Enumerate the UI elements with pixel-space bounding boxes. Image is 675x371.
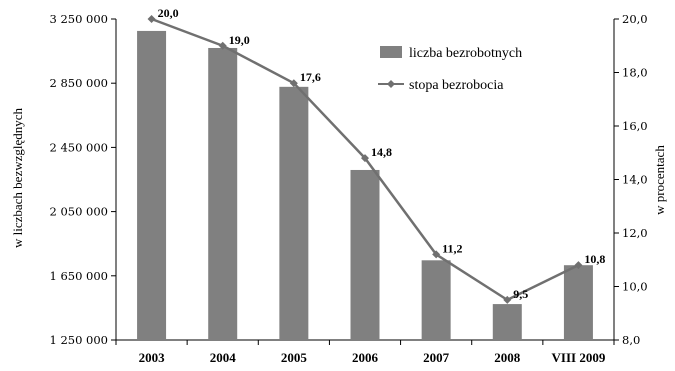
y2-tick-label: 14,0 [622,173,648,187]
line-point-marker [574,261,583,270]
bar [563,265,593,340]
y-axis-title: w liczbach bezwzględnych [10,107,25,248]
y-tick-label: 1 650 000 [49,269,108,283]
y2-tick-label: 16,0 [622,119,648,133]
bar [208,47,238,341]
x-tick-label: 2008 [494,350,521,365]
x-tick-label: 2005 [281,350,308,365]
axes: 1 250 000 1 650 000 2 050 000 2 450 000 2 85… [49,12,647,365]
line-data-label: 9,5 [513,287,528,301]
bar-series [137,30,593,341]
line-data-label: 11,2 [442,241,462,255]
y2-tick-label: 20,0 [622,12,648,26]
y2-tick-label: 8,0 [622,333,640,347]
line-data-label: 14,8 [371,145,392,159]
x-tick-label: 2007 [423,350,450,365]
line-point-marker [289,79,298,88]
bar [137,30,167,341]
line-point-marker [432,250,441,259]
bar [421,260,451,340]
y-tick-label: 2 850 000 [49,76,108,90]
bar [279,86,309,340]
x-tick-label: VIII 2009 [552,350,606,365]
line-data-label: 19,0 [229,33,250,47]
line-point-marker [147,15,156,23]
x-tick-label: 2003 [139,350,166,365]
y-tick-label: 1 250 000 [49,333,108,347]
line-data-label: 20,0 [158,6,179,20]
y2-tick-label: 12,0 [622,226,648,240]
data-labels: 20,0 19,0 17,6 14,8 11,2 9,5 10,8 [158,6,606,301]
line-point-marker [218,41,227,50]
legend-line-marker [387,80,395,88]
legend: liczba bezrobotnych stopa bezrobocia [378,46,522,93]
bar [492,304,522,340]
y-tick-label: 3 250 000 [49,12,108,26]
legend-bar-label: liczba bezrobotnych [409,46,522,61]
y-tick-label: 2 050 000 [49,205,108,219]
y2-axis-title: w procentach [652,145,667,215]
y2-tick-label: 18,0 [622,66,648,80]
bar [350,169,380,340]
line-point-marker [361,154,369,163]
line-series [147,15,583,304]
y2-tick-label: 10,0 [622,280,648,294]
line-data-label: 17,6 [300,70,321,84]
legend-bar-swatch [380,46,402,58]
x-tick-label: 2004 [210,350,237,365]
y-tick-label: 2 450 000 [49,140,108,154]
x-tick-label: 2006 [352,350,379,365]
line-data-label: 10,8 [584,252,605,266]
line-point-marker [503,295,512,304]
legend-line-label: stopa bezrobocia [409,78,504,93]
